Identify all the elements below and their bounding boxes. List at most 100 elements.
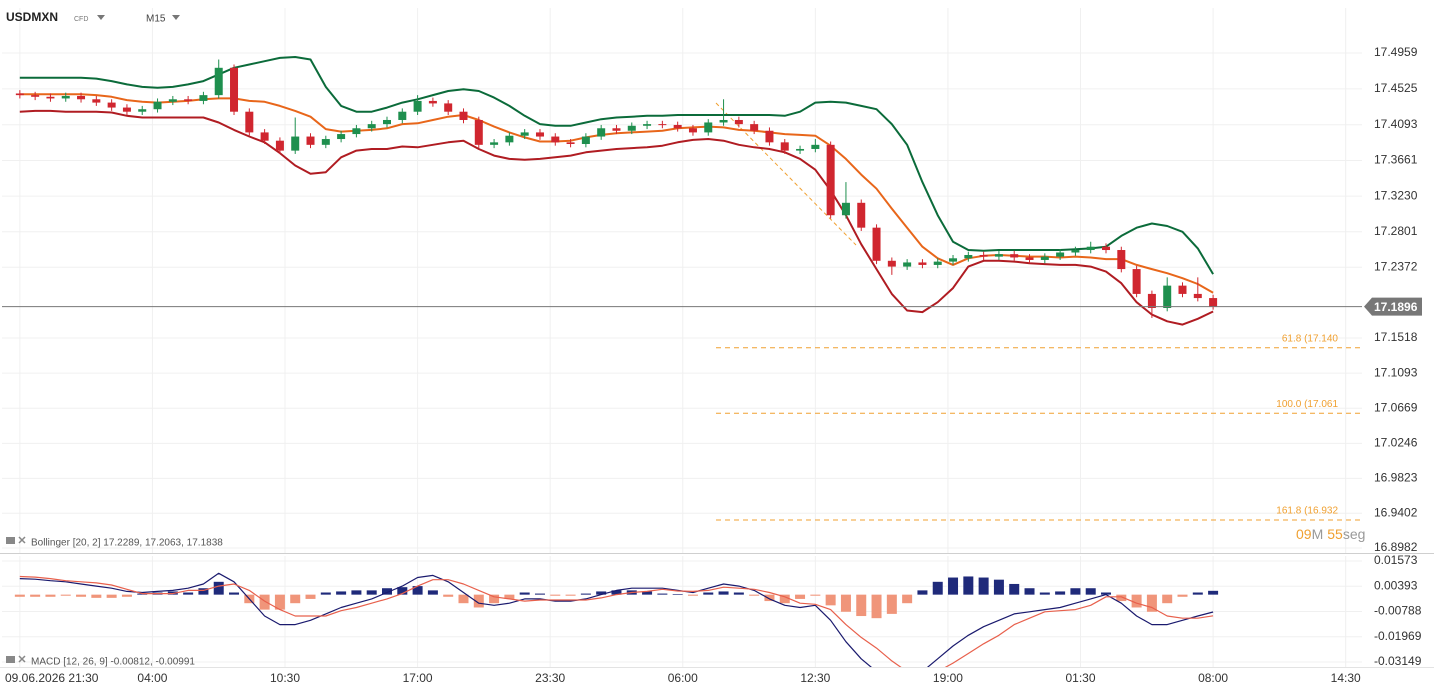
candle-body	[734, 119, 743, 125]
macd-histogram-bar	[733, 592, 744, 595]
close-icon[interactable]	[18, 536, 26, 544]
header[interactable]: USDMXN CFD M15	[6, 10, 180, 25]
macd-histogram-bar	[993, 579, 1004, 595]
macd-histogram-bar	[1131, 594, 1142, 608]
y-tick-label: 17.1518	[1374, 330, 1418, 344]
candle-body	[612, 128, 621, 131]
candle-body	[1056, 252, 1065, 257]
macd-histogram-bar	[397, 587, 408, 595]
candle-body	[92, 99, 101, 103]
candle-body	[474, 119, 483, 145]
candle-body	[291, 136, 300, 151]
indicator-legend: Bollinger [20, 2] 17.2289, 17.2063, 17.1…	[31, 538, 223, 549]
candle-body	[719, 119, 728, 123]
candle-body	[459, 111, 468, 120]
grid-layer	[2, 8, 1362, 667]
candle-body	[857, 202, 866, 228]
y-tick-label: 17.0246	[1374, 436, 1418, 450]
y-tick-label: -0.03149	[1374, 654, 1422, 668]
candle-body	[520, 132, 529, 136]
candle-body	[1025, 257, 1034, 260]
y-tick-label: 17.4525	[1374, 81, 1418, 95]
candle-body	[1132, 269, 1141, 294]
fib-label: 61.8 (17.140	[1282, 333, 1339, 344]
macd-legend[interactable]: MACD [12, 26, 9] -0.00812, -0.00991	[6, 655, 195, 668]
candle-body	[184, 99, 193, 101]
macd-histogram-bar	[1039, 592, 1050, 595]
candle-body	[199, 95, 208, 101]
candle-body	[1193, 293, 1202, 299]
close-icon[interactable]	[18, 655, 26, 663]
macd-histogram-bar	[825, 594, 836, 606]
settings-icon[interactable]	[6, 656, 15, 663]
macd-histogram-bar	[1009, 583, 1020, 595]
macd-histogram-bar	[779, 594, 790, 604]
macd-histogram-bar	[198, 588, 209, 595]
candle-body	[796, 148, 805, 151]
candle-body	[275, 140, 284, 151]
macd-histogram-bar	[810, 594, 821, 596]
symbol[interactable]: USDMXN	[6, 10, 58, 24]
candle-body	[321, 139, 330, 145]
dropdown-arrow[interactable]	[172, 15, 180, 20]
fib-label: 161.8 (16.932	[1276, 506, 1338, 517]
macd-histogram-bar	[320, 592, 331, 595]
y-tick-label: 0.00393	[1374, 578, 1418, 592]
y-tick-label: -0.01969	[1374, 629, 1422, 643]
macd-histogram-bar	[978, 577, 989, 595]
candle-body	[230, 67, 239, 112]
candle-body	[337, 134, 346, 140]
macd-histogram-bar	[504, 594, 515, 599]
settings-icon[interactable]	[6, 537, 15, 544]
timer-seconds-unit: seg	[1343, 526, 1366, 542]
x-tick-label: 10:30	[270, 671, 300, 685]
candle-body	[566, 142, 575, 145]
candle-body	[673, 124, 682, 129]
candle-body	[352, 128, 361, 135]
macd-histogram-bar	[45, 594, 56, 597]
timeframe[interactable]: M15	[146, 14, 166, 25]
last-price-label: 17.1896	[1374, 300, 1418, 314]
macd-histogram-bar	[596, 591, 607, 595]
fib-label: 100.0 (17.061	[1276, 399, 1338, 410]
macd-histogram-bar	[534, 593, 545, 595]
y-tick-label: 17.3661	[1374, 153, 1418, 167]
macd-histogram-bar	[1116, 594, 1127, 602]
candle-body	[1117, 250, 1126, 270]
candle-body	[979, 254, 988, 257]
macd-line	[19, 572, 1214, 667]
macd-histogram-bar	[871, 594, 882, 619]
candle-body	[31, 95, 40, 97]
candle-body	[627, 125, 636, 131]
macd-histogram-bar	[305, 594, 316, 599]
macd-histogram-bar	[1208, 590, 1219, 595]
macd-histogram-bar	[1192, 592, 1203, 595]
bollinger-legend[interactable]: Bollinger [20, 2] 17.2289, 17.2063, 17.1…	[6, 536, 223, 549]
candle-body	[245, 111, 254, 133]
candle-body	[826, 144, 835, 216]
y-tick-label: 16.8982	[1374, 540, 1418, 554]
macd-histogram-bar	[580, 593, 591, 595]
macd-histogram-bar	[427, 590, 438, 595]
macd-histogram-bar	[1177, 594, 1188, 597]
macd-histogram-bar	[213, 581, 224, 595]
candle-body	[15, 93, 24, 96]
candle-body	[704, 122, 713, 133]
candle-body	[260, 132, 269, 141]
candle-body	[597, 128, 606, 137]
macd-histogram-bar	[106, 594, 117, 598]
x-tick-label: 06:00	[668, 671, 698, 685]
x-tick-label: 12:30	[800, 671, 830, 685]
candle-body	[490, 142, 499, 145]
dropdown-arrow[interactable]	[97, 15, 105, 20]
macd-histogram-bar	[856, 594, 867, 617]
candle-body	[903, 262, 912, 267]
bollinger-band	[19, 56, 1214, 275]
x-tick-label: 08:00	[1198, 671, 1228, 685]
y-tick-label: 17.4959	[1374, 45, 1418, 59]
candle-body	[964, 254, 973, 259]
candle-body	[306, 136, 315, 145]
x-tick-label: 01:30	[1065, 671, 1095, 685]
macd-histogram-bar	[886, 594, 897, 614]
